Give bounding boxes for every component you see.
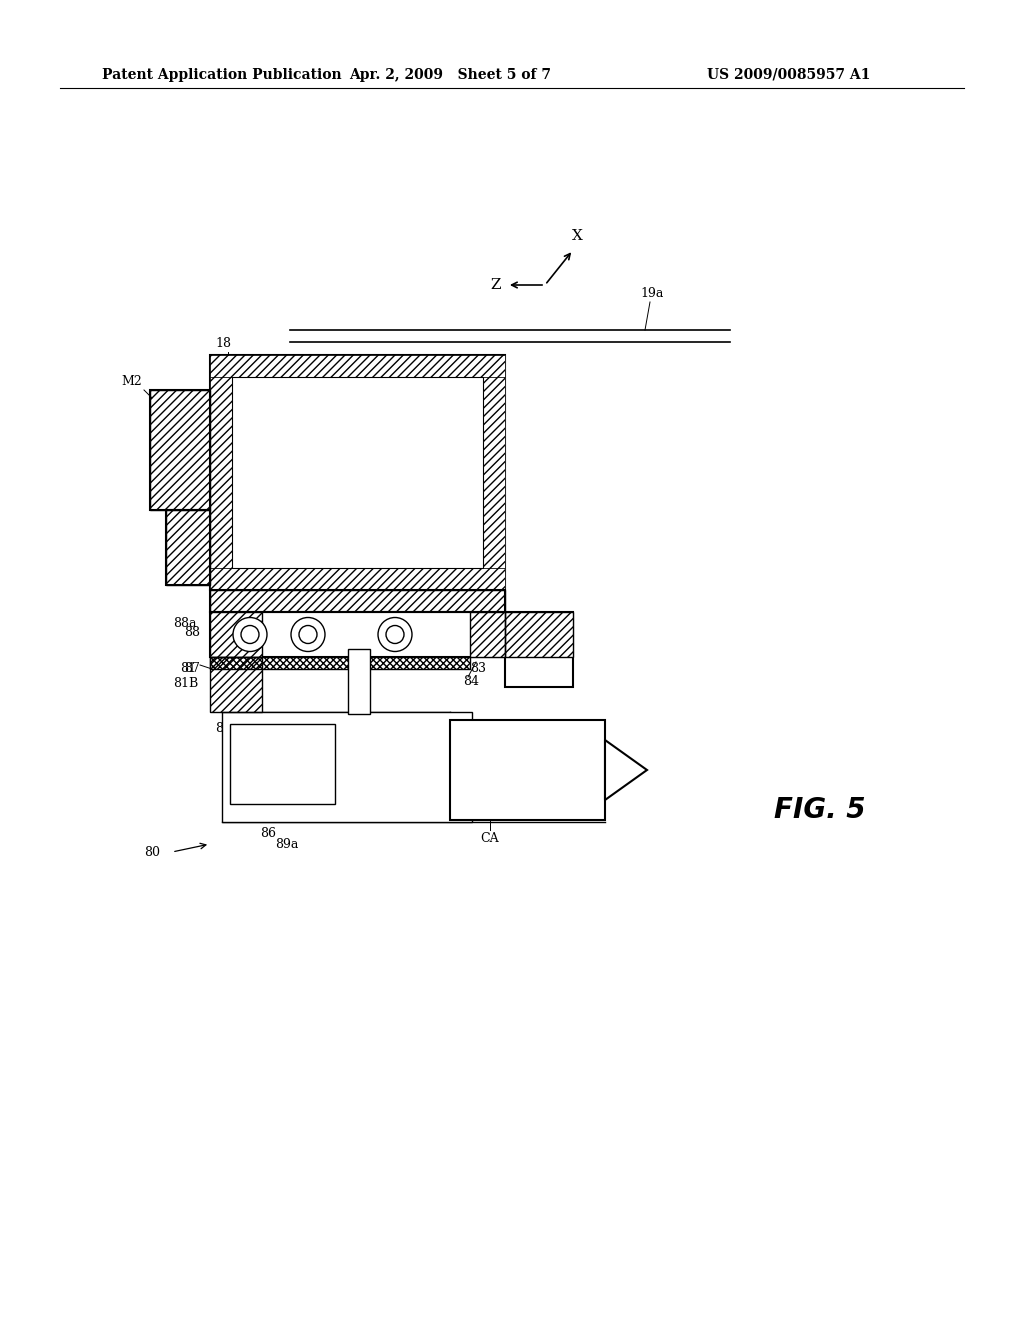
Bar xyxy=(210,612,262,657)
Bar xyxy=(150,389,210,510)
Bar xyxy=(210,657,470,669)
Circle shape xyxy=(299,626,317,644)
Bar xyxy=(210,657,262,711)
Bar xyxy=(210,568,505,590)
Text: 81B: 81B xyxy=(173,677,198,690)
Bar xyxy=(150,389,210,510)
Text: FIG. 5: FIG. 5 xyxy=(774,796,865,824)
Text: M2: M2 xyxy=(121,375,142,388)
Text: Apr. 2, 2009   Sheet 5 of 7: Apr. 2, 2009 Sheet 5 of 7 xyxy=(349,69,551,82)
Bar xyxy=(210,590,505,612)
Bar xyxy=(222,711,472,822)
Bar xyxy=(348,649,370,714)
Bar xyxy=(210,657,262,711)
Text: 88a: 88a xyxy=(173,616,197,630)
Bar xyxy=(483,378,505,568)
Circle shape xyxy=(386,626,404,644)
Bar xyxy=(166,510,210,585)
Text: Z: Z xyxy=(490,279,501,292)
Text: 87: 87 xyxy=(184,663,200,675)
Bar xyxy=(210,657,262,711)
Bar xyxy=(450,719,605,820)
Bar xyxy=(210,355,505,378)
Circle shape xyxy=(241,626,259,644)
Text: P2: P2 xyxy=(483,593,500,606)
Text: 83: 83 xyxy=(470,663,486,675)
Text: 89b: 89b xyxy=(218,591,242,605)
Bar xyxy=(505,612,573,657)
Text: 84: 84 xyxy=(463,675,479,688)
Bar xyxy=(483,378,505,568)
Text: 18: 18 xyxy=(215,337,231,350)
Text: 85: 85 xyxy=(215,722,230,735)
Text: 81A: 81A xyxy=(476,616,501,630)
Bar xyxy=(210,657,470,669)
Bar xyxy=(210,355,505,378)
Bar xyxy=(505,612,573,686)
Bar xyxy=(166,510,210,585)
Bar xyxy=(210,378,232,568)
Bar xyxy=(210,657,470,669)
Text: 81: 81 xyxy=(180,663,196,675)
Bar xyxy=(210,612,505,657)
Bar xyxy=(150,389,210,510)
Text: 89a: 89a xyxy=(275,838,298,851)
Bar xyxy=(470,612,505,657)
Text: 88: 88 xyxy=(184,626,200,639)
Text: X: X xyxy=(571,228,583,243)
Text: CA: CA xyxy=(480,832,500,845)
Bar xyxy=(210,568,505,590)
Bar xyxy=(210,378,232,568)
Bar xyxy=(210,612,262,657)
Bar xyxy=(505,612,573,657)
Polygon shape xyxy=(605,741,647,800)
Circle shape xyxy=(291,618,325,652)
Circle shape xyxy=(233,618,267,652)
Bar xyxy=(232,378,483,568)
Bar xyxy=(166,510,210,585)
Text: 80: 80 xyxy=(144,846,160,858)
Bar xyxy=(230,723,335,804)
Text: P1: P1 xyxy=(270,593,287,606)
Bar xyxy=(470,612,505,657)
Text: 19a: 19a xyxy=(640,286,664,300)
Bar xyxy=(210,590,505,612)
Text: 86: 86 xyxy=(260,828,276,840)
Bar xyxy=(210,612,262,657)
Text: US 2009/0085957 A1: US 2009/0085957 A1 xyxy=(707,69,870,82)
Bar xyxy=(470,612,505,657)
Bar xyxy=(505,612,573,657)
Circle shape xyxy=(378,618,412,652)
Bar xyxy=(210,355,505,590)
Bar xyxy=(210,590,505,612)
Text: 82: 82 xyxy=(355,663,371,675)
Text: Patent Application Publication: Patent Application Publication xyxy=(102,69,342,82)
